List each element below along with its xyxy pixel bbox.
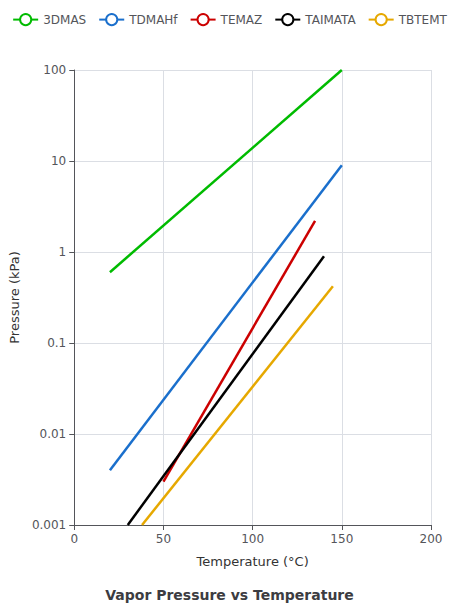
svg-text:10: 10 bbox=[51, 154, 66, 168]
svg-text:TEMAZ: TEMAZ bbox=[220, 13, 263, 27]
svg-text:3DMAS: 3DMAS bbox=[43, 13, 86, 27]
svg-text:TBTEMT: TBTEMT bbox=[398, 13, 448, 27]
svg-text:TDMAHf: TDMAHf bbox=[128, 13, 178, 27]
svg-text:100: 100 bbox=[241, 532, 264, 546]
svg-text:1: 1 bbox=[59, 245, 67, 259]
svg-text:0.001: 0.001 bbox=[32, 518, 66, 532]
svg-text:Vapor Pressure vs Temperature: Vapor Pressure vs Temperature bbox=[105, 587, 354, 603]
svg-text:Temperature (°C): Temperature (°C) bbox=[196, 554, 309, 569]
svg-text:0.01: 0.01 bbox=[40, 427, 67, 441]
svg-text:0.1: 0.1 bbox=[47, 336, 66, 350]
svg-text:0: 0 bbox=[70, 532, 78, 546]
svg-text:TAIMATA: TAIMATA bbox=[304, 13, 356, 27]
svg-text:150: 150 bbox=[330, 532, 353, 546]
svg-text:Pressure (kPa): Pressure (kPa) bbox=[7, 251, 22, 344]
svg-text:100: 100 bbox=[43, 63, 66, 77]
svg-text:200: 200 bbox=[420, 532, 443, 546]
svg-text:50: 50 bbox=[156, 532, 171, 546]
